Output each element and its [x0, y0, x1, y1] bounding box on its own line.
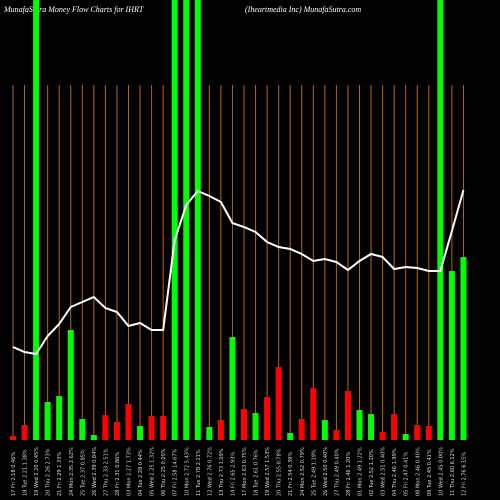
x-tick-label: 12 Wed 2.76 0.72%	[207, 447, 213, 496]
x-tick-label: 11 Thu 2.60 6.12%	[450, 448, 456, 496]
bar	[33, 0, 40, 440]
x-tick-label: 05 Fri 2.47 0.41%	[404, 452, 410, 496]
bar	[206, 427, 213, 440]
x-tick-label: 26 Wed 2.50 0.40%	[323, 447, 329, 496]
x-tick-label: 04 Thu 2.46 1.99%	[392, 448, 398, 496]
bar	[229, 337, 236, 440]
bar	[356, 410, 363, 440]
bar	[414, 425, 421, 440]
x-tick-label: 25 Tue 2.49 1.19%	[311, 449, 317, 496]
bar	[183, 0, 190, 440]
x-tick-label: 18 Tue 2.21 1.38%	[23, 449, 29, 496]
x-tick-label: 27 Thu 2.49 0.40%	[334, 448, 340, 496]
x-tick-label: 08 Mon 2.46 0.40%	[415, 447, 421, 496]
bar	[402, 434, 409, 440]
x-tick-label: 04 Tue 2.28 0.44%	[138, 449, 144, 496]
x-tick-label: 19 Wed 2.57 1.53%	[265, 447, 271, 496]
chart-title: MunafaSutra Money Flow Charts for IHRT	[3, 5, 144, 14]
x-tick-label: 03 Mon 2.27 1.73%	[127, 447, 133, 496]
x-tick-label: 01 Mon 2.49 1.22%	[358, 447, 364, 496]
chart-subtitle: (Iheartmedia Inc) MunafaSutra.com	[245, 5, 361, 14]
x-tick-label: 27 Thu 2.33 2.51%	[103, 448, 109, 496]
bar	[194, 0, 201, 440]
bar	[241, 409, 247, 440]
x-tick-label: 17 Fri 2.18 0.46%	[11, 452, 17, 496]
bar	[264, 397, 271, 440]
x-tick-label: 26 Wed 2.39 0.84%	[92, 447, 98, 496]
x-tick-label: 11 Tue 2.78 2.21%	[196, 449, 202, 496]
bar	[44, 402, 51, 440]
x-tick-label: 19 Wed 2.20 0.45%	[34, 447, 40, 496]
x-tick-label: 12 Fri 2.76 6.15%	[461, 452, 467, 496]
x-tick-label: 14 Fri 2.65 2.93%	[230, 452, 236, 496]
bar	[90, 435, 97, 440]
x-tick-label: 06 Thu 2.25 0.00%	[161, 448, 167, 496]
x-tick-label: 13 Thu 2.73 1.09%	[219, 448, 225, 496]
bar	[67, 330, 74, 440]
bar	[275, 367, 282, 440]
bar	[460, 257, 467, 440]
bar	[102, 415, 109, 440]
bar	[137, 426, 144, 440]
x-tick-label: 24 Mon 2.35 2.62%	[69, 447, 75, 496]
x-tick-label: 10 Wed 2.45 0.00%	[438, 447, 444, 496]
bar	[148, 416, 155, 440]
bar	[298, 419, 305, 440]
bar	[160, 416, 167, 440]
x-tick-label: 25 Tue 2.37 0.85%	[80, 449, 86, 496]
bar	[310, 388, 317, 440]
x-tick-label: 28 Fri 2.46 1.20%	[346, 452, 352, 496]
bar	[425, 426, 432, 440]
bar	[379, 432, 386, 440]
bar	[252, 413, 259, 440]
x-tick-label: 02 Tue 2.52 1.20%	[369, 449, 375, 496]
bar	[287, 433, 294, 440]
x-tick-label: 10 Mon 2.72 5.43%	[184, 447, 190, 496]
bar	[79, 419, 86, 440]
bar	[321, 420, 328, 440]
bar	[344, 391, 351, 440]
x-tick-label: 07 Fri 2.58 14.67%	[173, 448, 179, 496]
x-tick-label: 09 Tue 2.45 0.41%	[427, 449, 433, 496]
bar	[21, 425, 28, 440]
bar	[391, 414, 398, 440]
bar	[56, 396, 63, 440]
bar	[217, 420, 224, 440]
x-tick-label: 21 Fri 2.54 0.39%	[288, 452, 294, 496]
bar	[333, 430, 340, 440]
bar	[437, 0, 444, 440]
x-tick-label: 20 Thu 2.55 0.78%	[277, 448, 283, 496]
x-tick-label: 03 Wed 2.51 0.40%	[381, 447, 387, 496]
bar	[125, 404, 132, 440]
bar	[171, 0, 178, 440]
bar	[113, 422, 120, 440]
bar	[10, 436, 16, 440]
x-tick-label: 21 Fri 2.29 1.33%	[57, 452, 63, 496]
line	[12, 189, 465, 356]
bar	[448, 271, 455, 440]
x-tick-label: 05 Wed 2.25 1.32%	[150, 447, 156, 496]
x-tick-label: 24 Mon 2.52 0.79%	[300, 447, 306, 496]
bar	[368, 414, 375, 440]
x-tick-label: 17 Mon 2.63 0.75%	[242, 447, 248, 496]
x-tick-label: 28 Fri 2.31 0.86%	[115, 452, 121, 496]
x-tick-label: 18 Tue 2.61 0.76%	[254, 449, 260, 496]
x-tick-label: 20 Thu 2.26 2.73%	[46, 448, 52, 496]
